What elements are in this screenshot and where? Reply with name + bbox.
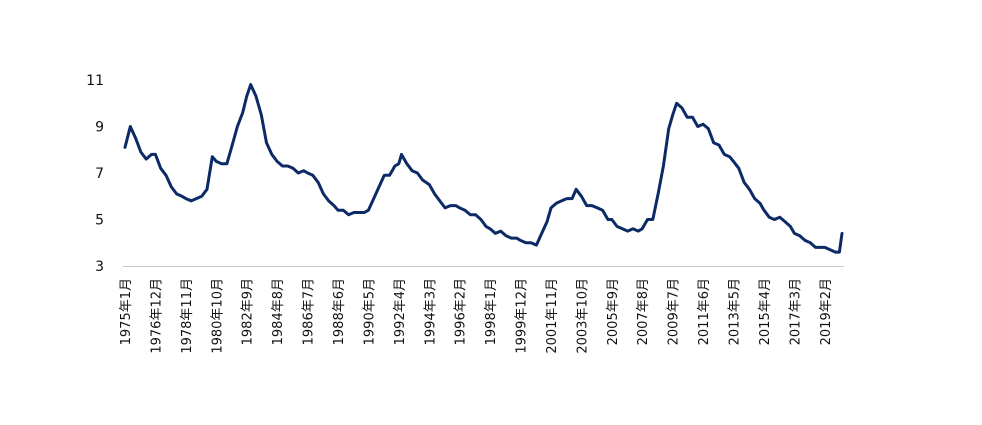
x-tick-label: 2001年11月 — [545, 278, 560, 354]
x-tick-label: 1980年10月 — [210, 278, 225, 354]
x-tick-label: 1999年12月 — [515, 278, 530, 354]
x-tick-label: 1996年2月 — [454, 278, 469, 345]
x-axis-tick-labels: 1975年1月 1976年12月 1978年11月 1980年10月 1982年9月 19… — [119, 278, 834, 354]
y-tick-label: 3 — [95, 259, 104, 275]
y-tick-label: 9 — [95, 120, 104, 136]
x-tick-label: 1998年1月 — [484, 278, 499, 345]
x-tick-label: 1986年7月 — [302, 278, 317, 345]
x-tick-label: 1978年11月 — [180, 278, 195, 354]
x-tick-label: 2007年8月 — [636, 278, 651, 345]
x-tick-label: 1990年5月 — [362, 278, 377, 345]
x-tick-label: 2005年9月 — [606, 278, 621, 345]
x-tick-label: 2011年6月 — [697, 278, 712, 345]
x-tick-label: 2003年10月 — [575, 278, 590, 354]
x-tick-label: 1988年6月 — [332, 278, 347, 345]
y-tick-label: 5 — [95, 213, 104, 229]
x-tick-label: 2019年2月 — [819, 278, 834, 345]
x-tick-label: 2009年7月 — [667, 278, 682, 345]
series-line — [123, 83, 844, 254]
x-tick-label: 1992年4月 — [393, 278, 408, 345]
y-axis-tick-labels: 3 5 7 9 11 — [86, 73, 104, 275]
x-tick-label: 1982年9月 — [241, 278, 256, 345]
x-tick-label: 1976年12月 — [149, 278, 164, 354]
x-tick-label: 1994年3月 — [423, 278, 438, 345]
x-tick-label: 2013年5月 — [728, 278, 743, 345]
x-tick-label: 2015年4月 — [758, 278, 773, 345]
y-tick-label: 7 — [95, 166, 104, 182]
y-tick-label: 11 — [86, 73, 104, 89]
x-tick-label: 1975年1月 — [119, 278, 134, 345]
x-tick-label: 2017年3月 — [788, 278, 803, 345]
x-tick-label: 1984年8月 — [271, 278, 286, 345]
